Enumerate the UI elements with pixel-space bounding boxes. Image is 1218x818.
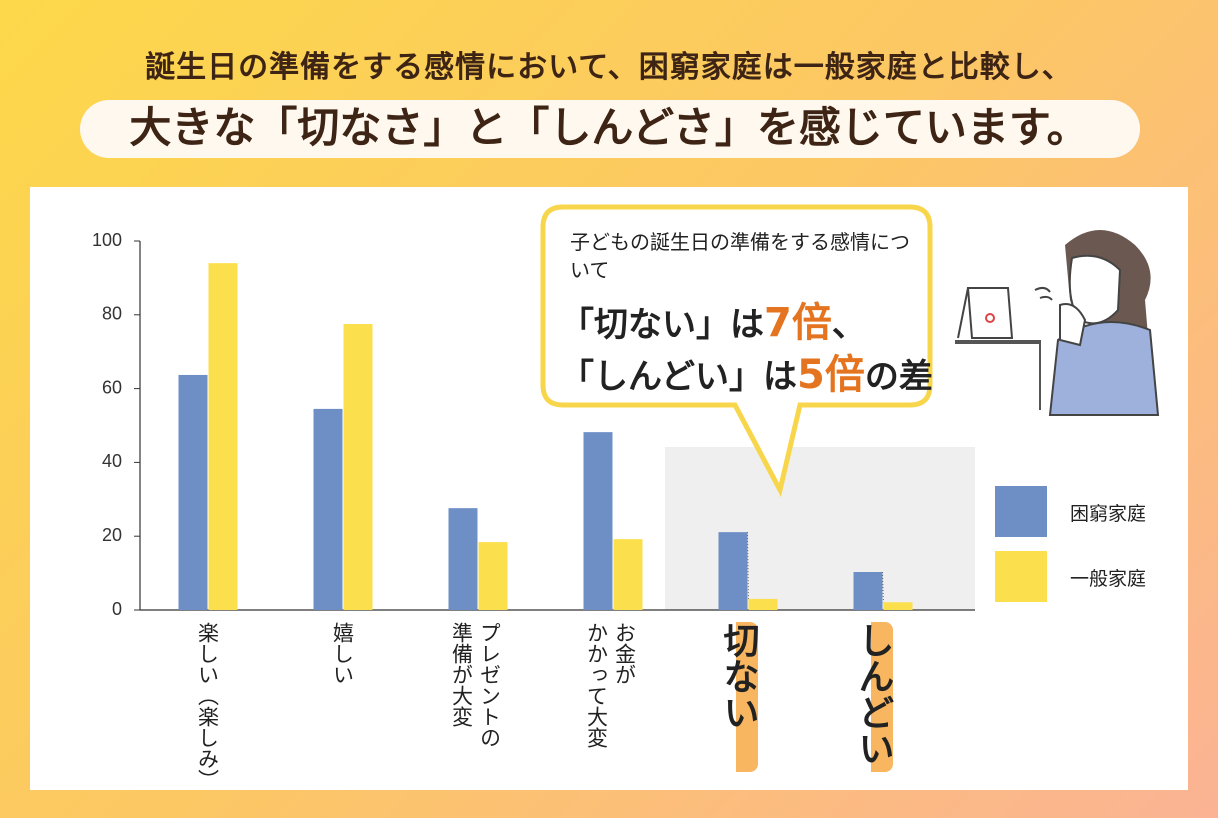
x-tick-label: プレゼントの 準備が大変 [449, 622, 502, 748]
headline-main: 大きな「切なさ」と「しんどさ」を感じています。 [129, 103, 1089, 152]
callout-text: 「切ない」は [560, 305, 764, 345]
connector [882, 571, 884, 603]
bar [178, 374, 208, 610]
legend-label: 一般家庭 [1070, 568, 1147, 590]
bar [313, 408, 343, 610]
bar [613, 539, 643, 610]
x-tick-label: 切ない [717, 622, 759, 772]
y-tick-label: 40 [102, 451, 122, 471]
callout-line: 「しんどい」は5倍の差 [560, 342, 933, 400]
bar [853, 571, 883, 610]
callout-text: 「しんどい」は [560, 357, 797, 397]
bar [883, 602, 913, 610]
x-tick-label: 楽しい（楽しみ） [195, 622, 220, 790]
bar [208, 263, 238, 610]
bar [448, 508, 478, 610]
connector [747, 532, 749, 599]
y-tick-label: 80 [102, 304, 122, 324]
y-tick-label: 100 [92, 230, 122, 250]
bar [343, 324, 373, 610]
headline: 誕生日の準備をする感情において、困窮家庭は一般家庭と比較し、 [145, 50, 1073, 85]
illustration [955, 230, 1160, 416]
highlight-area [665, 447, 975, 610]
legend-swatch [995, 486, 1047, 537]
callout-intro: 子どもの誕生日の準備をする感情について [570, 230, 910, 282]
speech-bubble [540, 204, 933, 498]
legend-swatch [995, 551, 1047, 602]
callout-text: 、 [831, 305, 866, 345]
callout-emphasis: 7倍 [764, 300, 832, 346]
bar [718, 532, 748, 610]
callout-text: の差 [864, 357, 933, 397]
x-tick-label: しんどい [852, 622, 894, 772]
y-tick-label: 60 [102, 377, 122, 397]
bar [583, 432, 613, 610]
y-tick-label: 0 [112, 599, 122, 619]
headline-pill [80, 100, 1140, 158]
x-tick-label: 嬉しい [330, 622, 355, 685]
y-tick-label: 20 [102, 525, 122, 545]
bar [478, 542, 508, 610]
callout-emphasis: 5倍 [796, 352, 865, 398]
callout-line: 「切ない」は7倍、 [560, 290, 866, 348]
legend-label: 困窮家庭 [1070, 503, 1147, 525]
x-tick-label: お金が かかって大変 [584, 622, 637, 748]
bar [748, 598, 778, 610]
